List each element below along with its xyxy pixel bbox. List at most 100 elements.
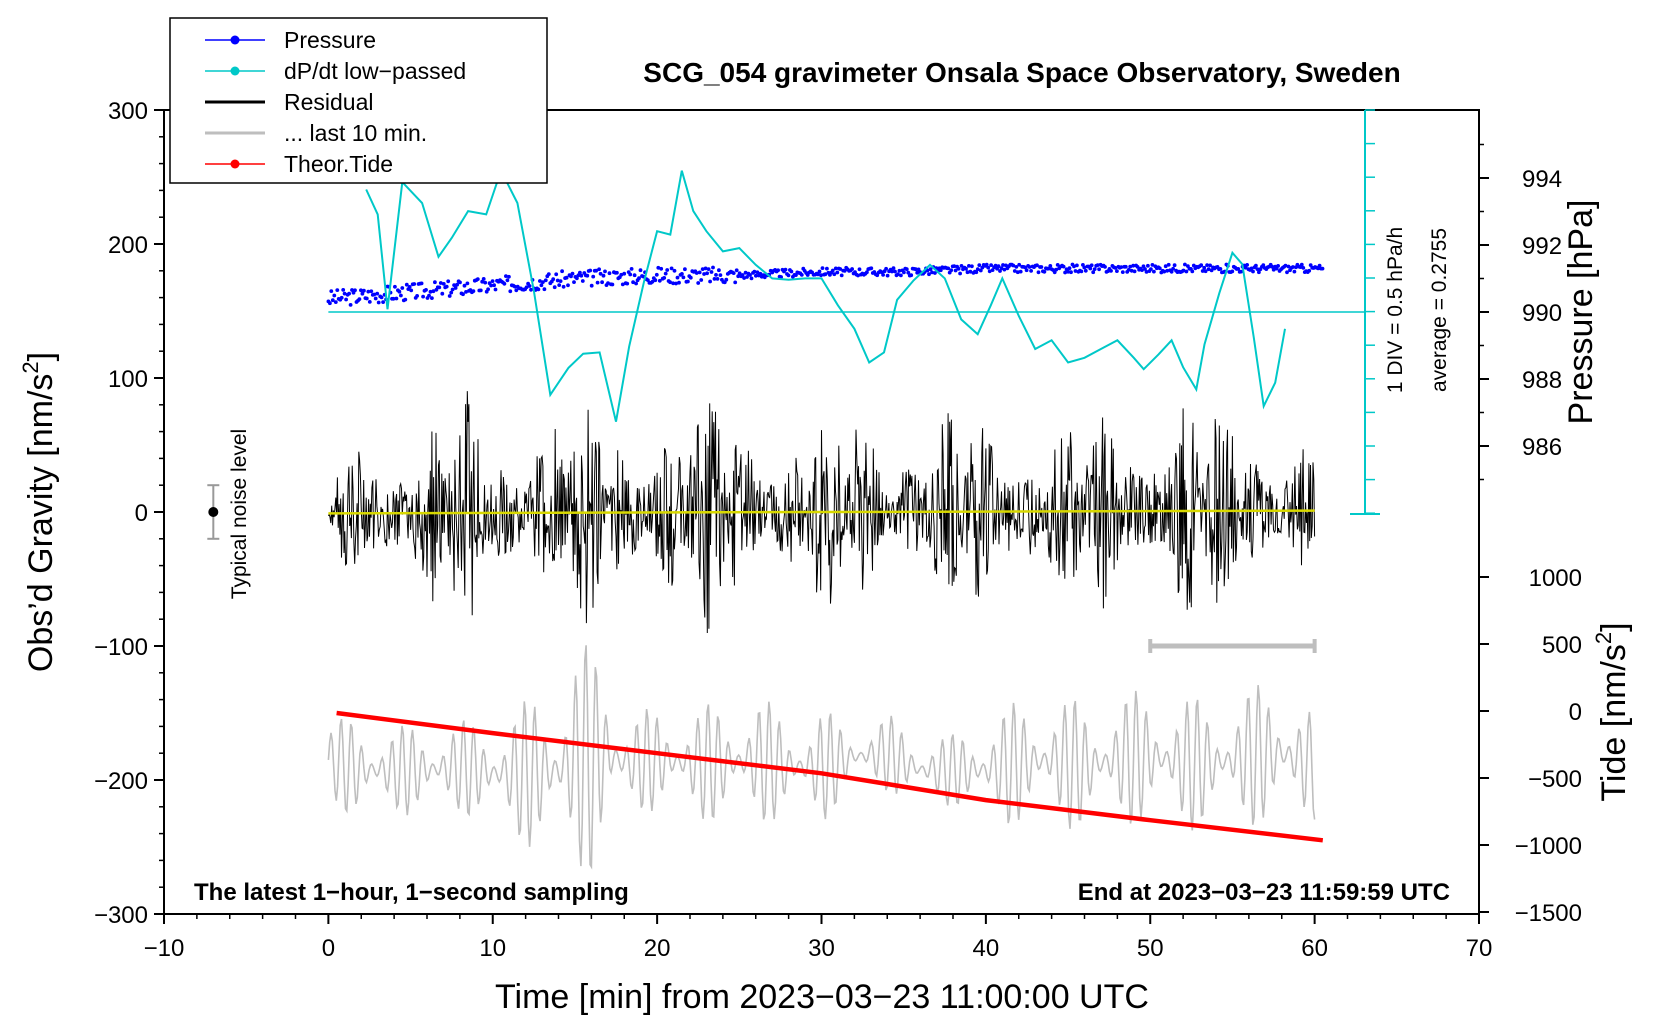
pressure-point (364, 296, 369, 301)
pressure-point (711, 265, 715, 270)
pressure-point (754, 273, 758, 278)
pressure-point (543, 278, 548, 283)
pressure-tick-label: 994 (1522, 166, 1562, 193)
pressure-point (709, 270, 714, 274)
pressure-point (339, 295, 344, 300)
pressure-point (580, 279, 585, 283)
annotation-end-time: End at 2023−03−23 11:59:59 UTC (1078, 879, 1450, 906)
pressure-point (1230, 269, 1235, 274)
legend-label: Pressure (284, 27, 376, 53)
pressure-point (347, 291, 351, 296)
pressure-point (1091, 270, 1096, 275)
x-axis-label: Time [min] from 2023−03−23 11:00:00 UTC (495, 978, 1149, 1016)
legend-label: Residual (284, 89, 374, 115)
pressure-point (564, 275, 569, 280)
pressure-point (1002, 267, 1007, 272)
axis-layer: −10 0 10 20 30 40 50 60 703002001000−100−200−300… (94, 98, 1582, 962)
pressure-point (949, 268, 954, 273)
pressure-point (404, 282, 409, 287)
pressure-point (1283, 263, 1288, 268)
pressure-point (566, 283, 570, 288)
pressure-point (447, 294, 452, 298)
pressure-point (850, 267, 854, 271)
pressure-point (578, 270, 582, 275)
pressure-point (1254, 263, 1258, 268)
pressure-point (909, 273, 914, 278)
pressure-point (925, 268, 930, 273)
y-tick-label: 0 (135, 500, 148, 527)
pressure-point (1073, 269, 1078, 273)
pressure-point (646, 278, 650, 282)
series-dpdt-line (365, 168, 1286, 422)
pressure-point (438, 281, 443, 285)
pressure-point (393, 284, 397, 289)
pressure-point (1270, 264, 1275, 269)
pressure-point (359, 288, 363, 293)
pressure-point (820, 266, 825, 270)
pressure-point (601, 273, 606, 278)
pressure-point (610, 282, 615, 287)
pressure-point (1292, 269, 1297, 274)
pressure-point (1202, 265, 1207, 270)
pressure-point (628, 272, 633, 277)
pressure-point (1014, 265, 1019, 269)
dpdt-div-label: 1 DIV = 0.5 hPa/h (1384, 227, 1407, 393)
legend-swatch-marker (230, 35, 240, 45)
pressure-point (1199, 263, 1204, 268)
pressure-point (674, 281, 678, 286)
pressure-point (1113, 266, 1118, 270)
y-axis-label-pressure: Pressure [hPa] (1562, 200, 1600, 425)
pressure-point (1079, 269, 1084, 274)
pressure-point (1146, 263, 1150, 268)
pressure-point (897, 268, 902, 273)
pressure-point (742, 276, 746, 280)
pressure-point (504, 274, 508, 278)
pressure-point (1082, 265, 1087, 270)
pressure-point (928, 267, 933, 272)
pressure-point (524, 285, 529, 290)
pressure-point (1143, 267, 1147, 271)
pressure-point (449, 290, 454, 295)
pressure-point (1083, 268, 1088, 273)
pressure-point (715, 277, 720, 281)
pressure-point (629, 267, 634, 271)
pressure-point (430, 296, 434, 300)
pressure-point (842, 269, 847, 273)
pressure-point (415, 294, 419, 298)
pressure-point (1109, 269, 1113, 273)
pressure-point (572, 280, 576, 284)
pressure-point (717, 268, 721, 273)
pressure-point (508, 289, 513, 294)
pressure-point (489, 283, 493, 288)
legend-label: Theor.Tide (284, 151, 393, 177)
pressure-point (984, 262, 989, 267)
pressure-point (603, 269, 607, 274)
pressure-point (381, 300, 385, 304)
pressure-point (631, 280, 635, 285)
pressure-point (558, 279, 563, 283)
pressure-point (1249, 266, 1254, 271)
pressure-point (372, 292, 377, 297)
pressure-point (412, 282, 417, 286)
legend: Pressure dP/dt low−passed Residual ... last… (169, 17, 548, 184)
pressure-point (915, 270, 920, 275)
pressure-point (428, 289, 433, 294)
pressure-point (1004, 263, 1008, 268)
y-tick-label: 100 (108, 366, 148, 393)
pressure-point (366, 289, 371, 294)
pressure-point (998, 269, 1002, 273)
pressure-point (595, 280, 600, 285)
pressure-point (362, 288, 366, 293)
pressure-point (1191, 263, 1196, 268)
pressure-point (527, 284, 532, 288)
pressure-point (799, 273, 804, 277)
pressure-point (654, 272, 659, 277)
pressure-point (632, 273, 637, 278)
pressure-point (1257, 270, 1261, 275)
pressure-point (514, 288, 519, 293)
pressure-point (1236, 267, 1241, 271)
pressure-point (671, 281, 675, 286)
pressure-point (419, 281, 424, 286)
pressure-point (1209, 268, 1214, 273)
